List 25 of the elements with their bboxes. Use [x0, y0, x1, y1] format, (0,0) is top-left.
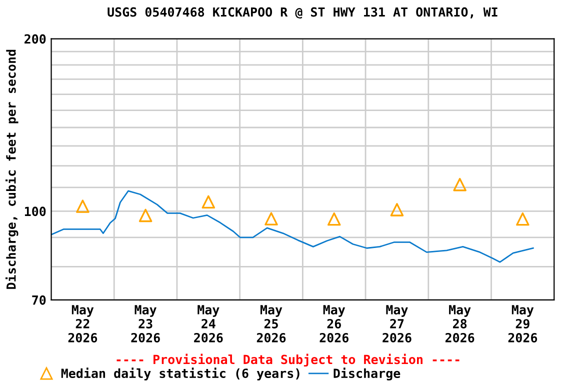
line-series [51, 190, 534, 263]
y-axis-title: Discharge, cubic feet per second [6, 50, 18, 289]
point [202, 195, 216, 209]
point [76, 200, 90, 213]
x-tick-label: May 28 2026 [445, 305, 474, 342]
y-tick-label: 200 [24, 34, 46, 44]
text: ---- Provisional Data Subject to Revision ---- [116, 354, 460, 367]
legend-label: Median daily statistic (6 years) [61, 368, 300, 380]
x-tick-label: May 25 2026 [256, 305, 286, 342]
x-tick-label: May 24 2026 [194, 305, 223, 342]
point [453, 178, 466, 192]
chart-title: USGS 05407468 KICKAPOO R @ ST HWY 131 AT ONTARIO, WI [108, 7, 498, 19]
point [138, 208, 152, 222]
point [390, 203, 404, 216]
y-tick-label: 100 [24, 206, 46, 216]
legend-label: Discharge [334, 368, 400, 380]
x-tick-label: May 23 2026 [131, 305, 160, 342]
x-tick-label: May 26 2026 [320, 305, 348, 342]
point [264, 212, 278, 226]
point [327, 212, 341, 226]
x-tick-label: May 27 2026 [382, 305, 412, 342]
x-tick-label: May 22 2026 [68, 305, 98, 342]
x-tick-label: May 29 2026 [508, 305, 538, 342]
point [516, 212, 530, 226]
y-tick-label: 70 [32, 295, 46, 305]
